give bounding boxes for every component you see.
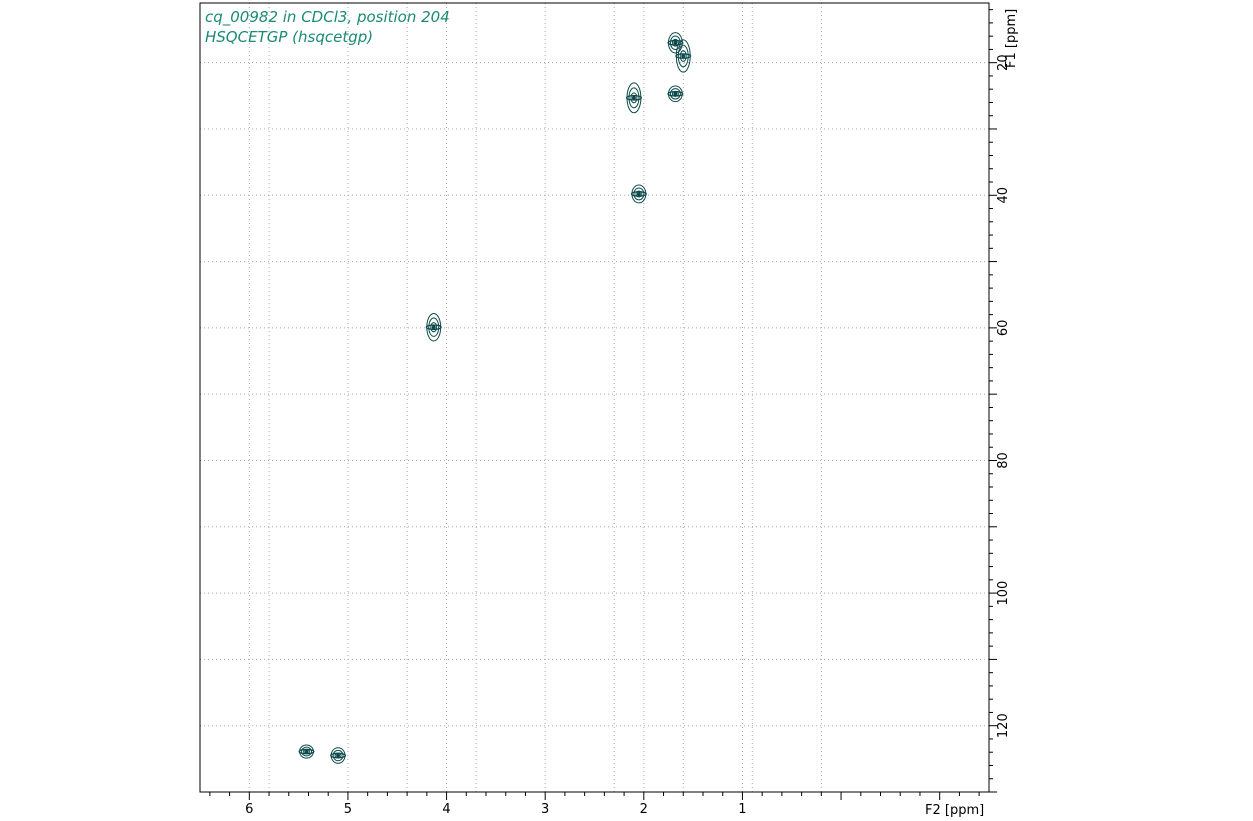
- contour-peaks: [298, 32, 692, 764]
- contour-ring: [332, 749, 344, 762]
- x-tick-label: 5: [344, 802, 352, 817]
- contour-ring: [430, 322, 438, 333]
- contour-ring: [667, 39, 684, 46]
- contour-ring: [298, 748, 315, 755]
- contour-peak: [667, 32, 684, 54]
- contour-peak: [425, 312, 442, 342]
- contour-peak: [667, 85, 684, 103]
- title-line-1: cq_00982 in CDCl3, position 204: [205, 8, 450, 27]
- contour-ring: [671, 38, 679, 47]
- contour-ring: [630, 191, 647, 197]
- x-axis-label: F2 [ppm]: [925, 803, 984, 818]
- contour-ring: [677, 44, 689, 68]
- grid-lines: [200, 3, 989, 792]
- contour-ring: [679, 50, 687, 62]
- plot-frame: [199, 2, 990, 793]
- contour-ring: [301, 746, 312, 757]
- contour-peak: [630, 184, 647, 204]
- x-tick-label: 6: [245, 802, 253, 817]
- x-tick-label: 2: [640, 802, 648, 817]
- y-tick-label: 60: [996, 320, 1011, 337]
- contour-ring: [675, 53, 692, 59]
- contour-ring: [425, 324, 442, 331]
- contour-core: [431, 325, 436, 330]
- contour-ring: [625, 94, 642, 101]
- x-tick-label: 1: [738, 802, 746, 817]
- y-tick-label: 80: [996, 452, 1011, 469]
- y-tick-label: 120: [996, 713, 1011, 738]
- x-tick-label: 4: [442, 802, 450, 817]
- contour-ring: [330, 752, 347, 759]
- contour-ring: [635, 190, 643, 198]
- contour-core: [304, 749, 309, 754]
- contour-core: [631, 95, 636, 100]
- contour-core: [673, 91, 678, 96]
- title-line-2: HSQCETGP (hsqcetgp): [205, 28, 373, 46]
- contour-peak: [298, 744, 315, 759]
- contour-ring: [669, 88, 681, 100]
- contour-core: [673, 40, 678, 45]
- contour-ring: [630, 92, 638, 104]
- contour-peak: [625, 82, 642, 114]
- contour-core: [681, 54, 686, 59]
- contour-ring: [667, 90, 684, 97]
- contour-peak: [330, 747, 347, 764]
- contour-ring: [628, 87, 640, 109]
- y-tick-label: 40: [996, 187, 1011, 204]
- contour-core: [636, 191, 641, 196]
- contour-ring: [428, 317, 440, 337]
- contour-core: [336, 753, 341, 758]
- y-tick-label: 20: [996, 54, 1011, 71]
- contour-ring: [669, 35, 681, 51]
- contour-peak: [675, 39, 692, 73]
- x-tick-label: 3: [541, 802, 549, 817]
- contour-ring: [633, 187, 645, 201]
- y-tick-label: 100: [996, 581, 1011, 606]
- y-axis-label: F1 [ppm]: [1004, 9, 1019, 68]
